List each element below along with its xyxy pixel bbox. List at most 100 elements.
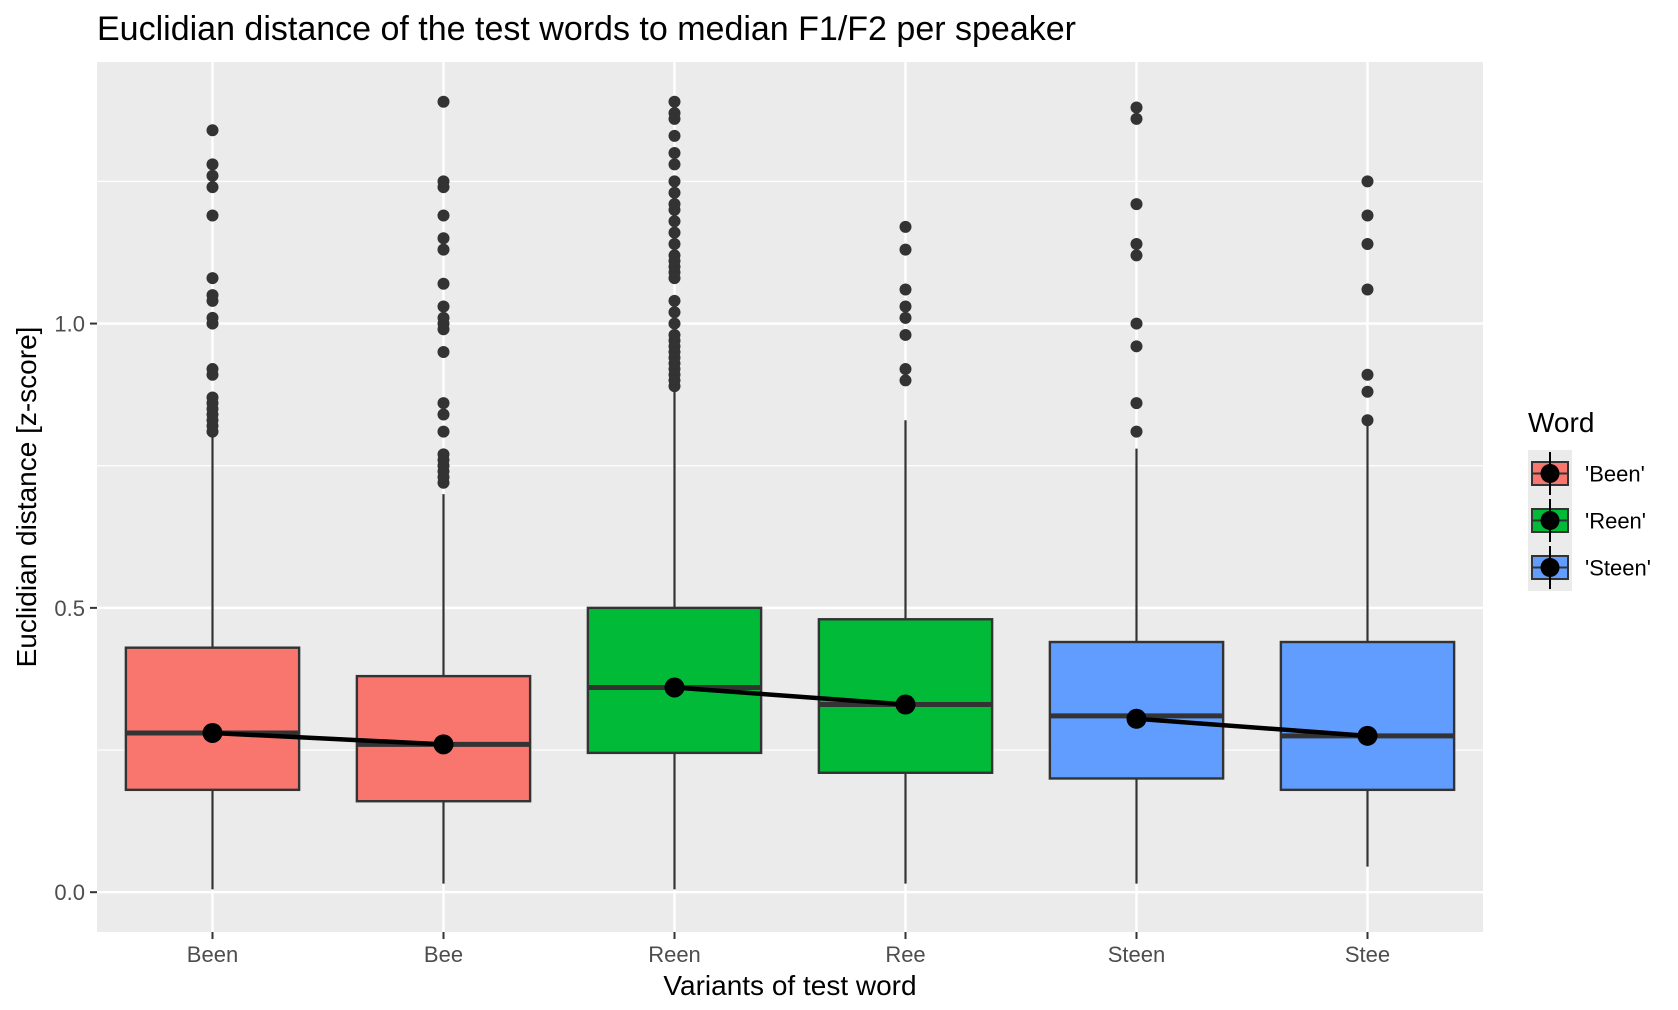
- outlier-point: [437, 300, 450, 313]
- outlier-point: [1361, 175, 1374, 188]
- outlier-point: [206, 391, 219, 404]
- outlier-point: [437, 397, 450, 410]
- legend-point-key: [1540, 511, 1560, 530]
- outlier-point: [668, 129, 681, 142]
- mean-point: [202, 722, 223, 743]
- outlier-point: [437, 277, 450, 290]
- y-tick-label: 0.5: [54, 596, 85, 621]
- outlier-point: [899, 374, 912, 387]
- outlier-point: [899, 300, 912, 313]
- outlier-point: [206, 158, 219, 171]
- box-body: [124, 646, 301, 792]
- outlier-point: [899, 311, 912, 324]
- y-tick-label: 1.0: [54, 312, 85, 337]
- outlier-point: [437, 175, 450, 188]
- outlier-point: [668, 146, 681, 159]
- outlier-point: [899, 243, 912, 256]
- box-reen: [586, 95, 763, 890]
- legend-entry: 'Steen': [1531, 546, 1651, 589]
- outlier-point: [206, 363, 219, 376]
- outlier-point: [899, 363, 912, 376]
- mean-point: [433, 734, 454, 755]
- outlier-point: [206, 209, 219, 222]
- outlier-point: [668, 186, 681, 199]
- legend-label: 'Reen': [1585, 509, 1646, 534]
- outlier-point: [206, 272, 219, 285]
- outlier-point: [1361, 385, 1374, 398]
- outlier-point: [437, 346, 450, 358]
- plot-panel: [97, 62, 1483, 932]
- outlier-point: [1130, 198, 1143, 211]
- outlier-point: [437, 408, 450, 421]
- outlier-point: [668, 158, 681, 171]
- outlier-point: [899, 328, 912, 341]
- x-tick-label: Bee: [424, 942, 463, 967]
- mean-line: [202, 677, 1378, 755]
- outlier-point: [206, 311, 219, 324]
- outlier-point: [1130, 112, 1143, 125]
- outlier-point: [668, 328, 681, 341]
- x-tick-label: Steen: [1108, 942, 1166, 967]
- outlier-point: [1130, 397, 1143, 410]
- outlier-point: [1130, 425, 1143, 438]
- legend-point-key: [1540, 464, 1560, 483]
- outlier-point: [206, 181, 219, 194]
- outlier-point: [1361, 283, 1374, 296]
- x-tick-label: Reen: [648, 942, 701, 967]
- outlier-point: [668, 237, 681, 250]
- y-axis-title: Euclidian distance [z-score]: [11, 327, 42, 668]
- x-tick-label: Stee: [1345, 942, 1390, 967]
- legend-entry: 'Reen': [1531, 499, 1646, 542]
- x-tick-label: Ree: [885, 942, 925, 967]
- chart-title: Euclidian distance of the test words to …: [97, 10, 1076, 48]
- outlier-point: [668, 249, 681, 262]
- mean-line-segment: [212, 730, 444, 747]
- outlier-point: [437, 425, 450, 438]
- outlier-point: [899, 283, 912, 296]
- legend-label: 'Steen': [1585, 556, 1651, 581]
- outlier-point: [206, 289, 219, 302]
- outlier-point: [1130, 317, 1143, 330]
- outlier-point: [1361, 209, 1374, 222]
- outlier-point: [206, 169, 219, 182]
- outlier-point: [1130, 340, 1143, 353]
- outlier-point: [1361, 237, 1374, 250]
- mean-point: [895, 694, 916, 715]
- outlier-point: [437, 243, 450, 256]
- box-been: [124, 124, 301, 890]
- x-tick-label: Been: [187, 942, 238, 967]
- outlier-point: [1130, 237, 1143, 250]
- outlier-point: [437, 209, 450, 222]
- box-stee: [1279, 175, 1456, 867]
- legend-point-key: [1540, 558, 1560, 577]
- outlier-point: [668, 95, 681, 108]
- legend-label: 'Been': [1585, 462, 1645, 487]
- mean-line-segment: [674, 685, 906, 707]
- mean-line-segment: [1136, 716, 1368, 739]
- y-tick-label: 0.0: [54, 880, 85, 905]
- axes: 0.0 0.5 1.0 Been Bee Reen Ree Steen Stee: [54, 312, 1390, 967]
- legend-entry: 'Been': [1531, 452, 1645, 495]
- outlier-point: [668, 175, 681, 188]
- outlier-point: [437, 448, 450, 461]
- outlier-point: [1130, 249, 1143, 262]
- outlier-point: [668, 317, 681, 330]
- outlier-point: [899, 220, 912, 233]
- outlier-point: [668, 306, 681, 319]
- outlier-point: [668, 294, 681, 307]
- mean-point: [664, 677, 685, 698]
- x-axis-title: Variants of test word: [663, 970, 916, 1001]
- legend-title: Word: [1528, 407, 1594, 438]
- legend: Word 'Been' 'Reen' 'Steen': [1528, 407, 1651, 591]
- outlier-point: [668, 198, 681, 211]
- mean-point: [1126, 708, 1147, 729]
- outlier-point: [668, 215, 681, 228]
- outlier-point: [668, 226, 681, 239]
- outlier-point: [1130, 101, 1143, 114]
- mean-point: [1357, 725, 1378, 746]
- outlier-point: [1361, 368, 1374, 381]
- outlier-point: [668, 107, 681, 120]
- outlier-point: [437, 311, 450, 324]
- box-body: [1279, 640, 1456, 792]
